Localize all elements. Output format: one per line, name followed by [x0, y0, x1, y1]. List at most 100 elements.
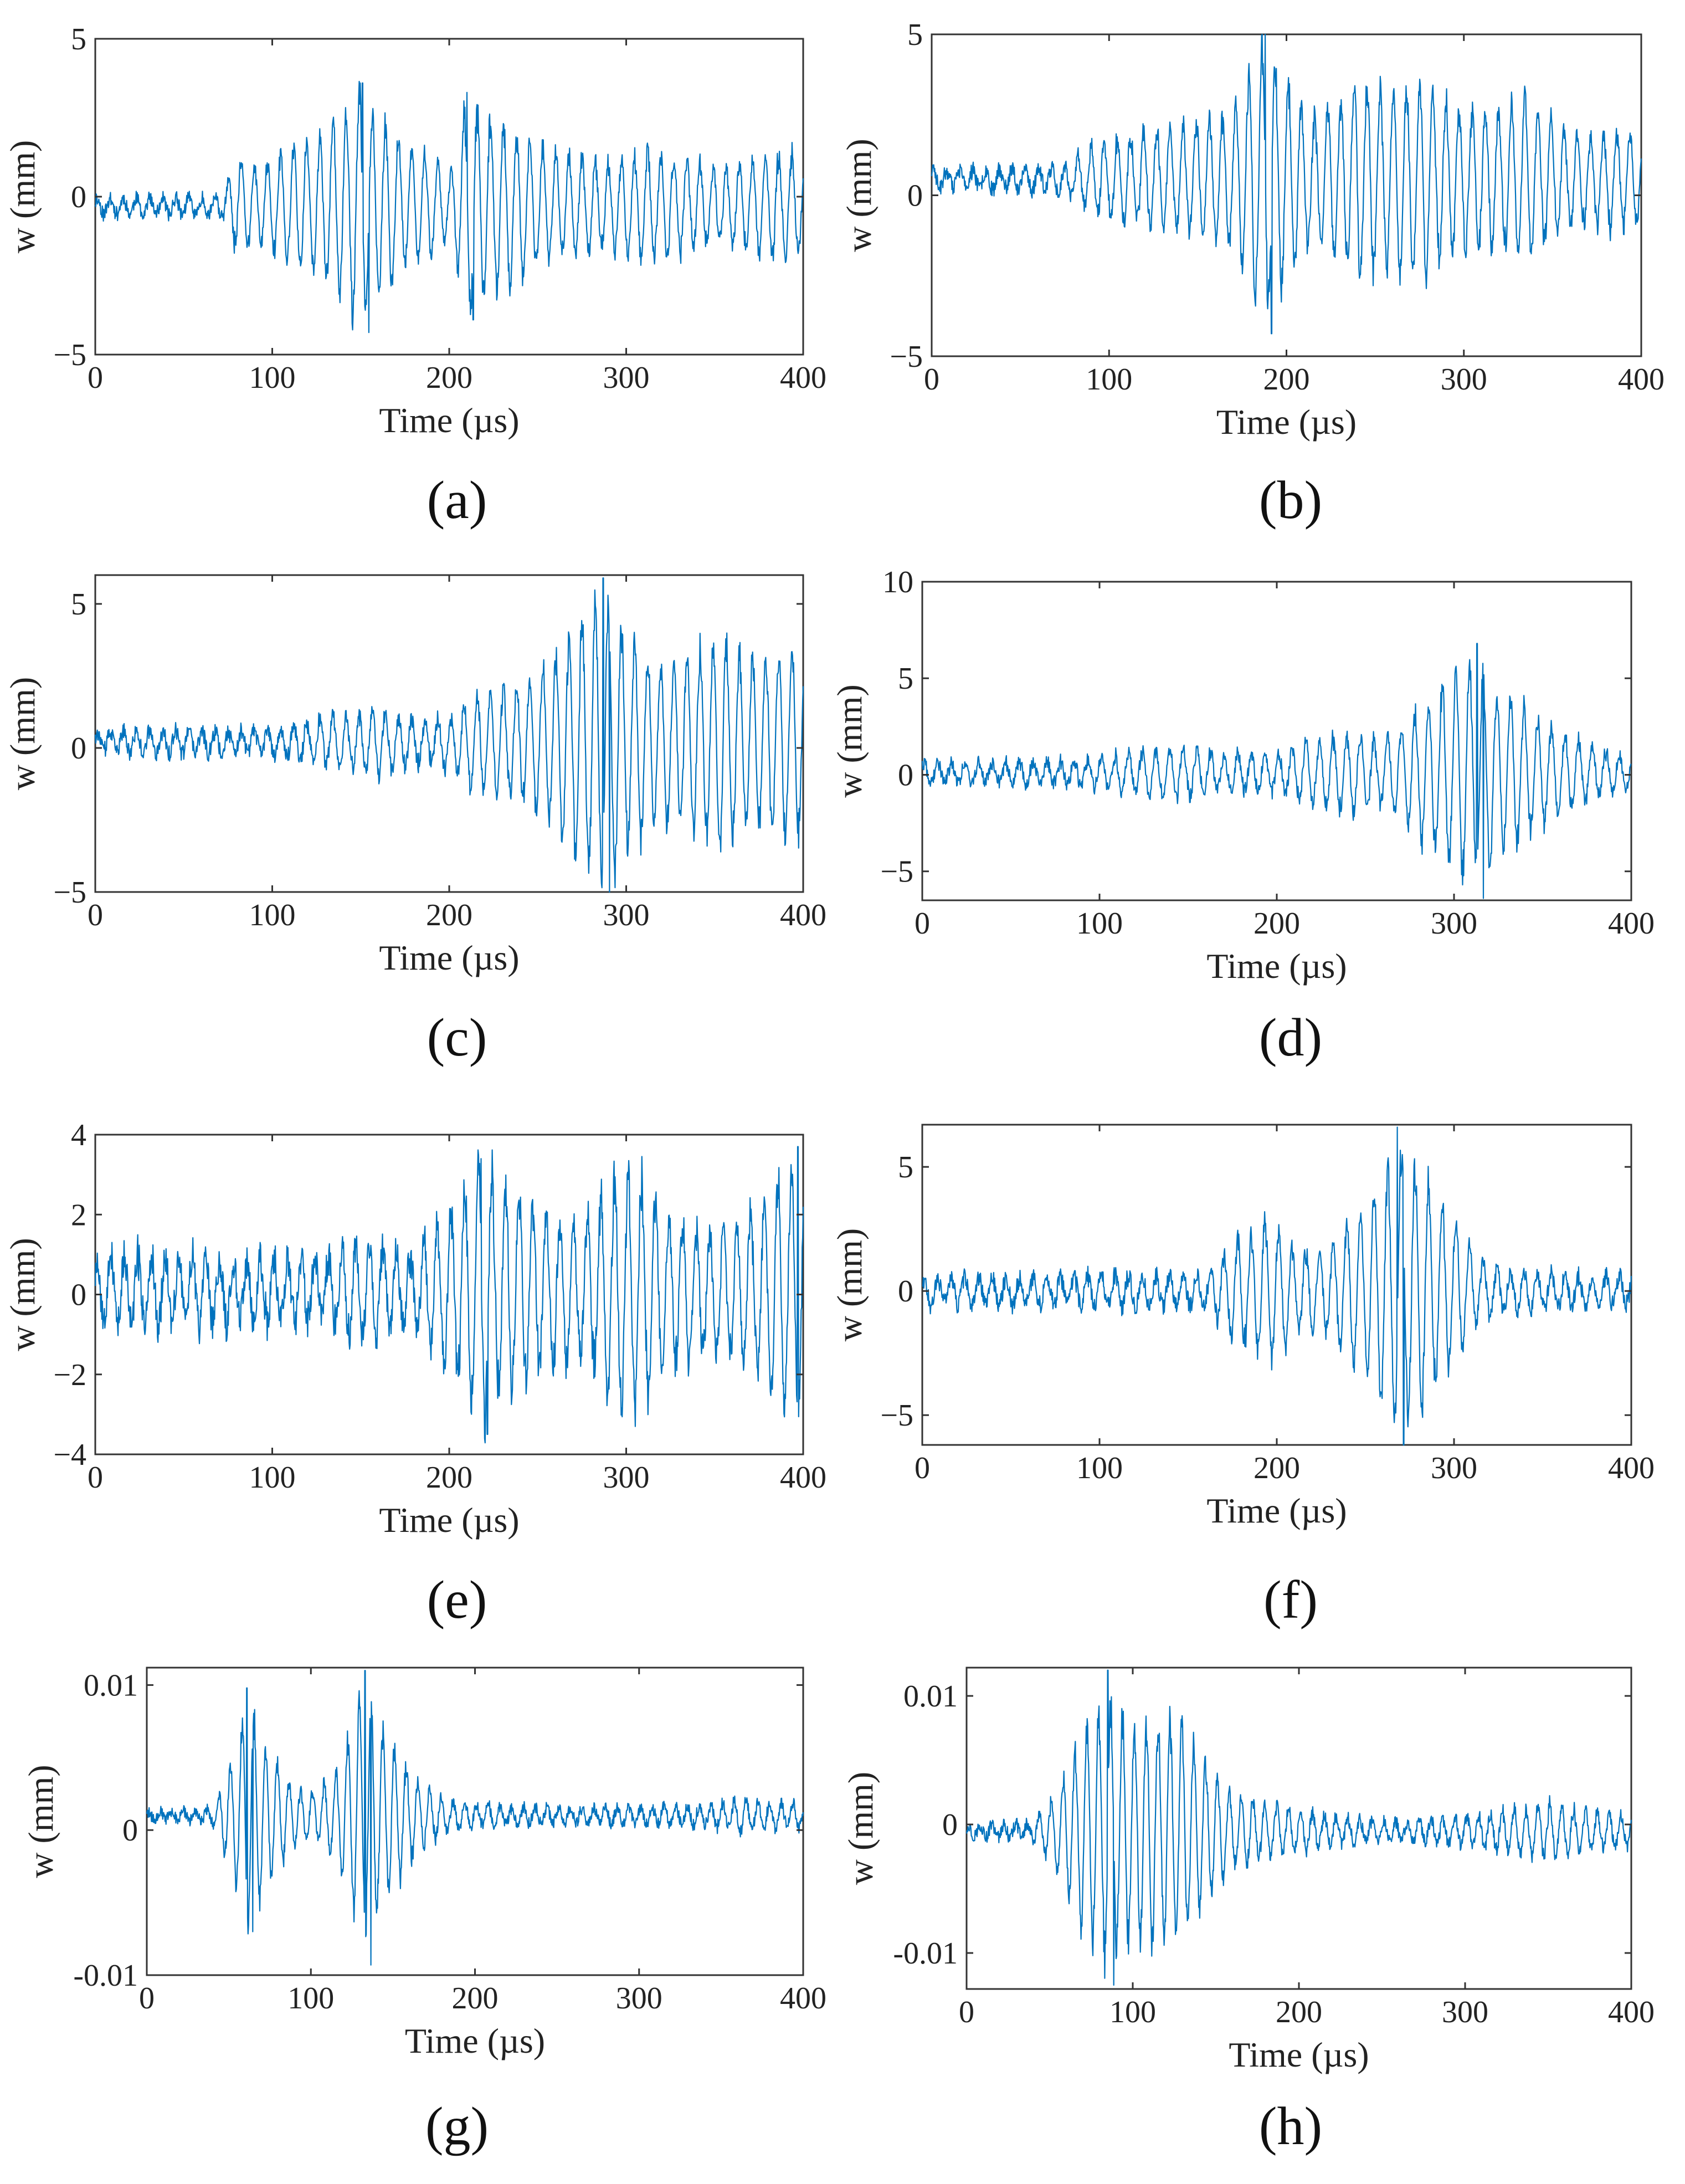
x-axis-label: Time (µs) [1206, 1491, 1347, 1530]
x-tick-label: 100 [1076, 906, 1123, 941]
y-tick-label: −5 [890, 340, 923, 374]
plot-frame-h [965, 1667, 1632, 1990]
x-tick-label: 0 [88, 1460, 103, 1495]
x-tick-label: 0 [139, 1981, 155, 2016]
x-tick-label: 300 [603, 361, 650, 395]
panel-caption: (c) [427, 1008, 487, 1068]
x-tick-label: 400 [1618, 362, 1665, 397]
x-tick-label: 200 [426, 1460, 472, 1495]
plot-frame-f [921, 1124, 1632, 1446]
y-tick-label: −5 [53, 338, 86, 372]
y-tick-label: 0.01 [84, 1668, 138, 1703]
x-tick-label: 200 [426, 361, 472, 395]
x-tick-label: 200 [1254, 1451, 1300, 1485]
x-tick-label: 200 [1254, 906, 1300, 941]
x-tick-label: 100 [249, 1460, 296, 1495]
panel-caption: (h) [1259, 2096, 1322, 2156]
y-tick-label: 2 [71, 1198, 86, 1232]
y-tick-label: 4 [71, 1118, 86, 1152]
x-tick-label: 100 [1109, 1995, 1156, 2029]
panel-caption: (f) [1263, 1570, 1318, 1630]
y-tick-label: −2 [53, 1358, 86, 1392]
y-axis-label: w (mm) [830, 1228, 869, 1341]
signal-line-d [921, 643, 1632, 899]
x-tick-label: 300 [603, 1460, 650, 1495]
x-tick-label: 400 [1608, 1995, 1655, 2029]
y-tick-label: −5 [880, 1398, 913, 1433]
y-tick-label: −4 [53, 1438, 86, 1472]
x-tick-label: 100 [249, 898, 296, 932]
x-tick-label: 200 [1276, 1995, 1322, 2029]
y-tick-label: 0.01 [903, 1679, 958, 1714]
panel-e: 0 100 200 300 400 −4 −2 0 2 4 Time (µs) w (mm) (e) [3, 1118, 826, 1630]
x-tick-label: 300 [1431, 1451, 1477, 1485]
y-tick-label: 0 [942, 1808, 958, 1842]
x-tick-label: 400 [780, 361, 826, 395]
x-tick-label: 300 [603, 898, 650, 932]
x-tick-label: 100 [249, 361, 296, 395]
signal-line-c [94, 577, 804, 893]
signal-line-a [94, 80, 804, 334]
x-tick-label: 400 [780, 1981, 826, 2016]
x-tick-label: 100 [1086, 362, 1132, 397]
y-tick-label: 5 [898, 1150, 913, 1185]
signal-line-e [94, 1146, 804, 1444]
panel-caption: (b) [1259, 470, 1322, 530]
y-tick-label: −5 [53, 875, 86, 910]
y-tick-label: -0.01 [73, 1959, 138, 1993]
y-tick-label: 5 [71, 22, 86, 57]
x-tick-label: 0 [924, 362, 939, 397]
x-axis-label: Time (µs) [379, 401, 519, 440]
y-axis-label: w (mm) [839, 139, 879, 252]
plot-frame-b [931, 33, 1642, 357]
y-tick-label: -0.01 [893, 1936, 958, 1971]
y-tick-label: 0 [71, 731, 86, 766]
x-tick-label: 200 [426, 898, 472, 932]
y-axis-label: w (mm) [21, 1765, 60, 1878]
x-tick-label: 300 [1442, 1995, 1488, 2029]
signal-line-b [931, 33, 1642, 335]
x-axis-label: Time (µs) [1216, 402, 1357, 442]
panel-caption: (e) [427, 1570, 487, 1630]
panel-caption: (a) [427, 470, 487, 530]
y-tick-label: −5 [880, 855, 913, 889]
plot-frame-d [921, 581, 1632, 901]
y-axis-label: w (mm) [3, 677, 42, 790]
y-tick-label: 0 [71, 1278, 86, 1313]
x-tick-label: 0 [88, 898, 103, 932]
x-tick-label: 300 [616, 1981, 662, 2016]
x-tick-label: 100 [287, 1981, 334, 2016]
x-tick-label: 0 [915, 1451, 930, 1485]
y-tick-label: 0 [907, 179, 923, 213]
plot-frame-e [94, 1134, 804, 1455]
x-axis-label: Time (µs) [1206, 946, 1347, 986]
x-tick-label: 0 [88, 361, 103, 395]
y-axis-label: w (mm) [830, 684, 869, 797]
panel-caption: (d) [1259, 1008, 1322, 1068]
y-tick-label: 0 [122, 1813, 138, 1848]
x-axis-label: Time (µs) [379, 1500, 519, 1540]
x-axis-label: Time (µs) [405, 2021, 545, 2060]
y-tick-label: 5 [907, 18, 923, 52]
x-tick-label: 0 [915, 906, 930, 941]
y-tick-label: 0 [898, 758, 913, 792]
signal-line-h [965, 1669, 1632, 1986]
x-tick-label: 300 [1431, 906, 1477, 941]
signal-line-f [922, 1126, 1632, 1446]
x-tick-label: 400 [1608, 906, 1655, 941]
x-axis-label: Time (µs) [1229, 2035, 1369, 2074]
panel-caption: (g) [425, 2096, 489, 2156]
y-axis-label: w (mm) [3, 1238, 42, 1351]
x-axis-label: Time (µs) [379, 938, 519, 977]
y-tick-label: 5 [898, 662, 913, 696]
x-tick-label: 400 [780, 1460, 826, 1495]
y-tick-label: 0 [71, 180, 86, 214]
y-tick-label: 5 [71, 587, 86, 622]
